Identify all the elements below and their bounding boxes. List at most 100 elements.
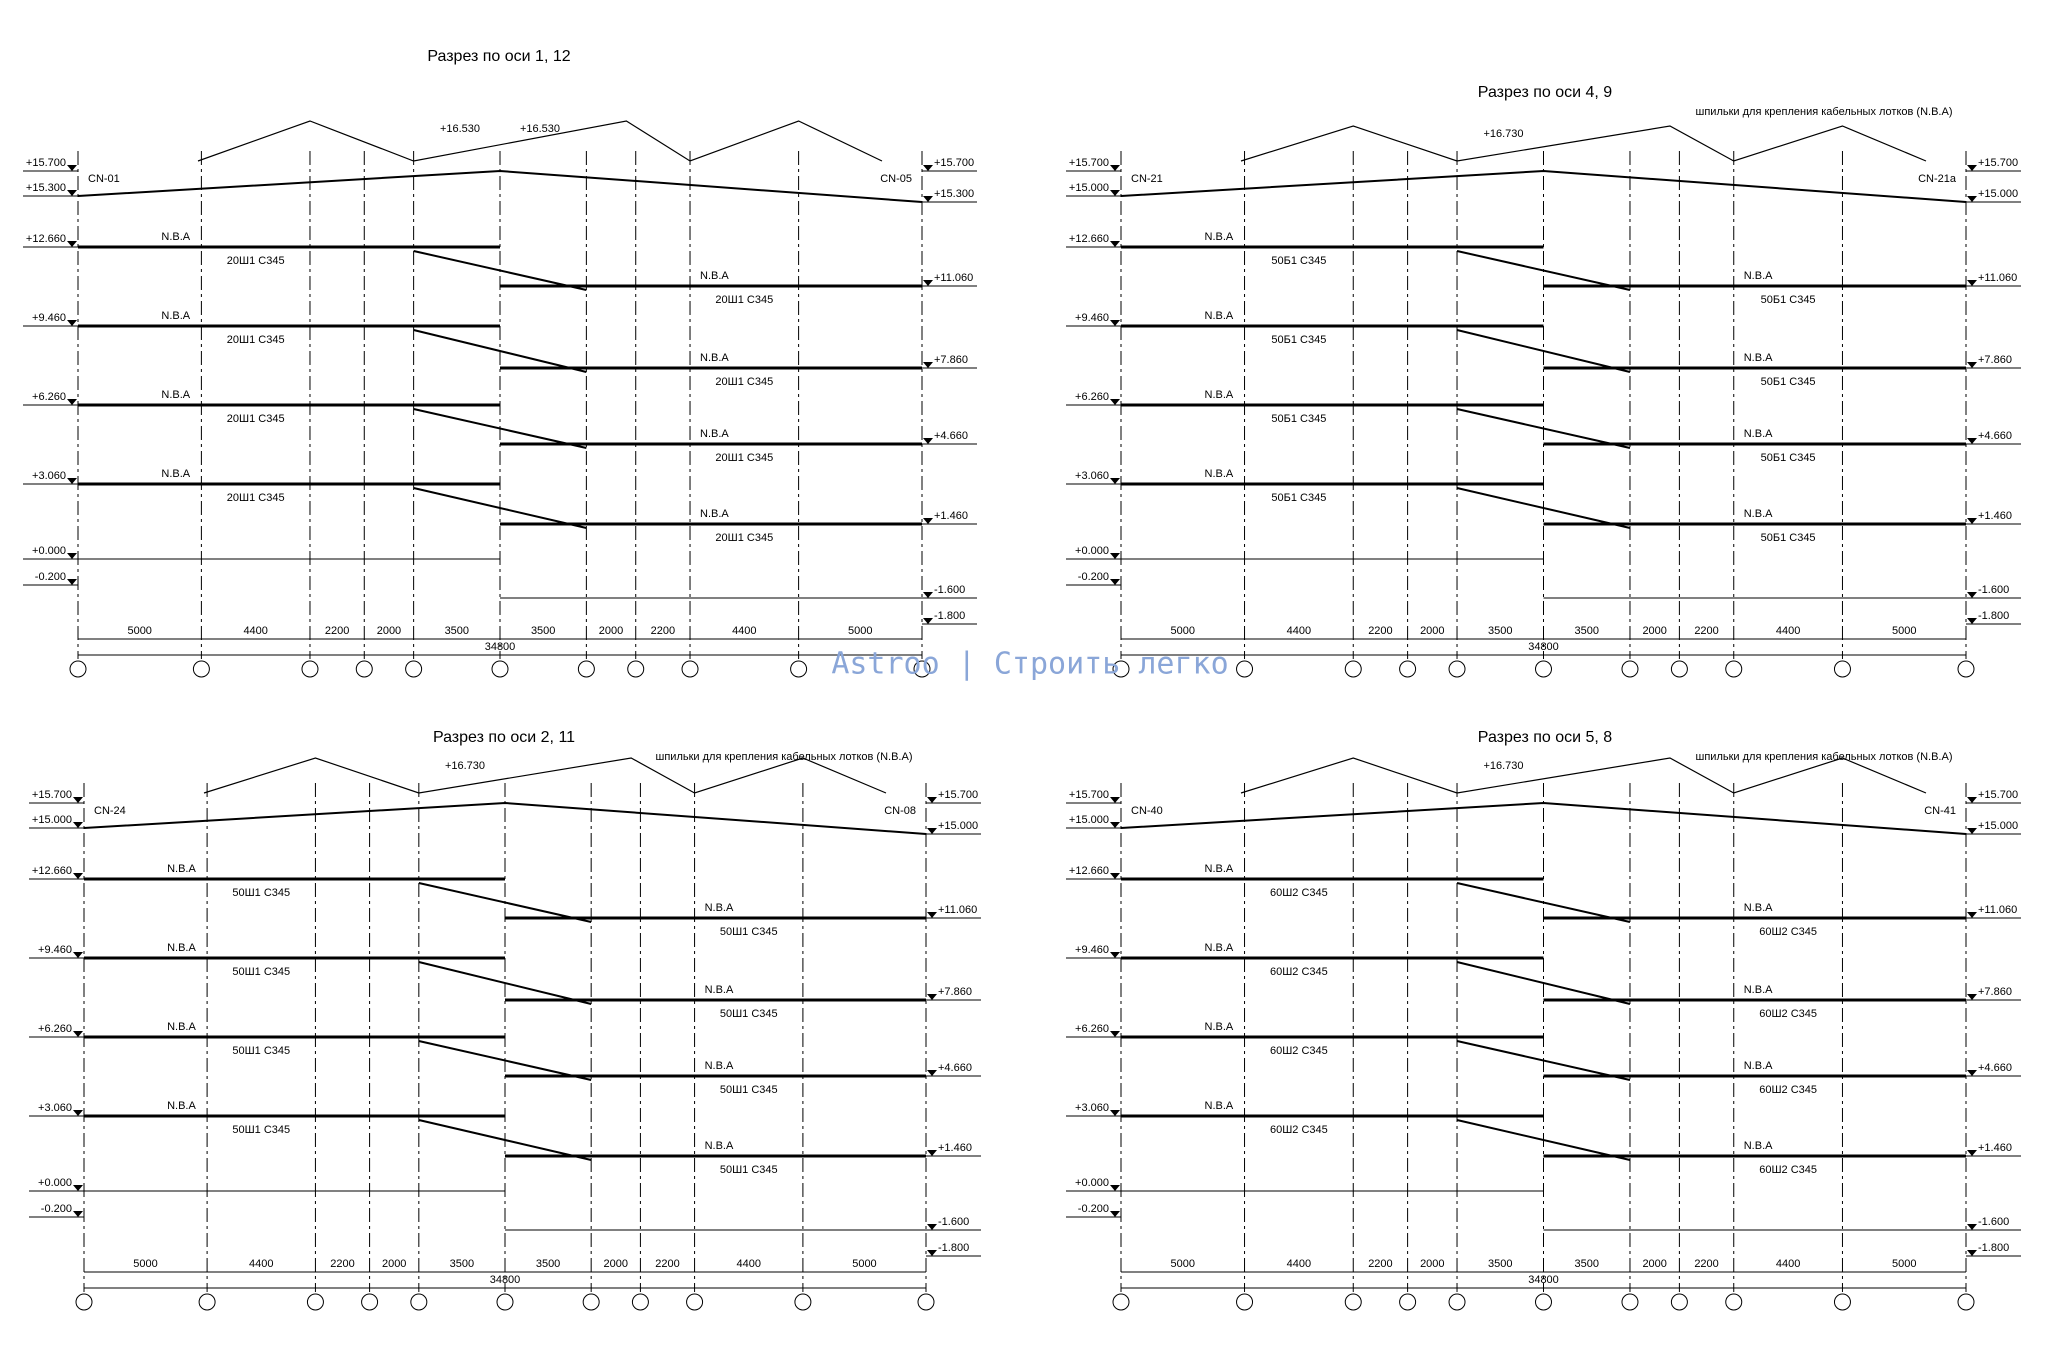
tag: N.B.A — [1205, 942, 1234, 954]
tag: N.B.A — [1205, 389, 1234, 401]
tag: N.B.A — [1744, 508, 1773, 520]
axis-bubble — [1833, 660, 1851, 678]
dimension: 4400 — [1287, 625, 1311, 637]
level-right: +7.860 — [1978, 986, 2012, 998]
axis-bubble — [405, 660, 423, 678]
level-mark — [923, 438, 933, 444]
axis-bubble — [1957, 1293, 1975, 1311]
axis-bubble — [631, 1293, 649, 1311]
dimension: 2200 — [1694, 1258, 1718, 1270]
axis-bubble — [582, 1293, 600, 1311]
level-right: +15.000 — [938, 820, 978, 832]
tag: N.B.A — [161, 231, 190, 243]
tag: N.B.A — [1744, 1060, 1773, 1072]
tag: 60Ш2 С345 — [1759, 1164, 1817, 1176]
level-mark — [923, 196, 933, 202]
level-right: -1.600 — [1978, 1216, 2009, 1228]
peak-level: +16.530 — [520, 123, 560, 135]
level-mark — [923, 362, 933, 368]
level-left: +0.000 — [32, 545, 66, 557]
level-mark — [1967, 912, 1977, 918]
level-mark — [67, 478, 77, 484]
level-mark — [1110, 952, 1120, 958]
tag: 60Ш2 С345 — [1759, 1008, 1817, 1020]
tag: N.B.A — [705, 902, 734, 914]
tag: 50Б1 С345 — [1271, 334, 1326, 346]
level-right: +7.860 — [1978, 354, 2012, 366]
level-mark — [1967, 618, 1977, 624]
tag: N.B.A — [167, 863, 196, 875]
level-right: +15.700 — [934, 157, 974, 169]
level-left: +9.460 — [38, 944, 72, 956]
tag: 50Б1 С345 — [1761, 452, 1816, 464]
tag: CN-05 — [880, 173, 912, 185]
axis-bubble — [1344, 1293, 1362, 1311]
level-mark — [927, 828, 937, 834]
level-mark — [1110, 1031, 1120, 1037]
level-mark — [927, 912, 937, 918]
level-right: +4.660 — [938, 1062, 972, 1074]
peak-level: +16.730 — [445, 760, 485, 772]
dimension: 4400 — [1776, 625, 1800, 637]
level-mark — [73, 873, 83, 879]
axis-bubble — [1448, 660, 1466, 678]
level-mark — [1967, 828, 1977, 834]
tag: 20Ш1 С345 — [715, 294, 773, 306]
tag: N.B.A — [161, 389, 190, 401]
level-left: +15.700 — [1069, 157, 1109, 169]
dimension: 5000 — [133, 1258, 157, 1270]
level-left: +6.260 — [38, 1023, 72, 1035]
dimension: 3500 — [1488, 625, 1512, 637]
roof-truss — [197, 120, 883, 162]
tag: N.B.A — [167, 942, 196, 954]
tag: 50Б1 С345 — [1761, 532, 1816, 544]
level-mark — [923, 165, 933, 171]
level-mark — [923, 618, 933, 624]
level-mark — [927, 994, 937, 1000]
axis-bubble — [69, 660, 87, 678]
axis-bubble — [681, 660, 699, 678]
level-mark — [1967, 994, 1977, 1000]
dimension: 3500 — [536, 1258, 560, 1270]
level-right: +7.860 — [938, 986, 972, 998]
level-left: +15.000 — [1069, 814, 1109, 826]
dimension: 2200 — [325, 625, 349, 637]
level-mark — [1110, 797, 1120, 803]
tag: 20Ш1 С345 — [715, 532, 773, 544]
dimension: 2000 — [1642, 1258, 1666, 1270]
axis-bubble — [1535, 660, 1552, 678]
level-right: -1.800 — [934, 610, 965, 622]
level-right: +11.060 — [938, 904, 977, 916]
note: шпильки для крепления кабельных лотков (… — [1696, 751, 1953, 763]
tag: CN-08 — [884, 805, 916, 817]
peak-level: +16.530 — [440, 123, 480, 135]
level-right: +7.860 — [934, 354, 968, 366]
axis-bubble — [1112, 1293, 1130, 1311]
tag: CN-01 — [88, 173, 120, 185]
tag: N.B.A — [1744, 1140, 1773, 1152]
axis-bubble — [355, 660, 373, 678]
level-mark — [1110, 165, 1120, 171]
axis-bubble — [1236, 1293, 1254, 1311]
level-right: -1.800 — [938, 1242, 969, 1254]
level-mark — [67, 320, 77, 326]
level-right: +11.060 — [934, 272, 973, 284]
dimension: 2200 — [651, 625, 675, 637]
dimension: 3500 — [445, 625, 469, 637]
axis-bubble — [1670, 660, 1688, 678]
tag: CN-24 — [94, 805, 126, 817]
dimension: 3500 — [531, 625, 555, 637]
axis-bubble — [1725, 1293, 1743, 1311]
level-right: +4.660 — [1978, 1062, 2012, 1074]
tag: 50Ш1 С345 — [720, 1164, 778, 1176]
level-mark — [927, 1250, 937, 1256]
level-mark — [923, 280, 933, 286]
tag: 50Б1 С345 — [1271, 255, 1326, 267]
level-mark — [1967, 362, 1977, 368]
level-left: -0.200 — [1078, 571, 1109, 583]
level-right: -1.800 — [1978, 610, 2009, 622]
level-mark — [1967, 196, 1977, 202]
axis-bubble — [496, 1293, 514, 1311]
level-right: -1.600 — [1978, 584, 2009, 596]
